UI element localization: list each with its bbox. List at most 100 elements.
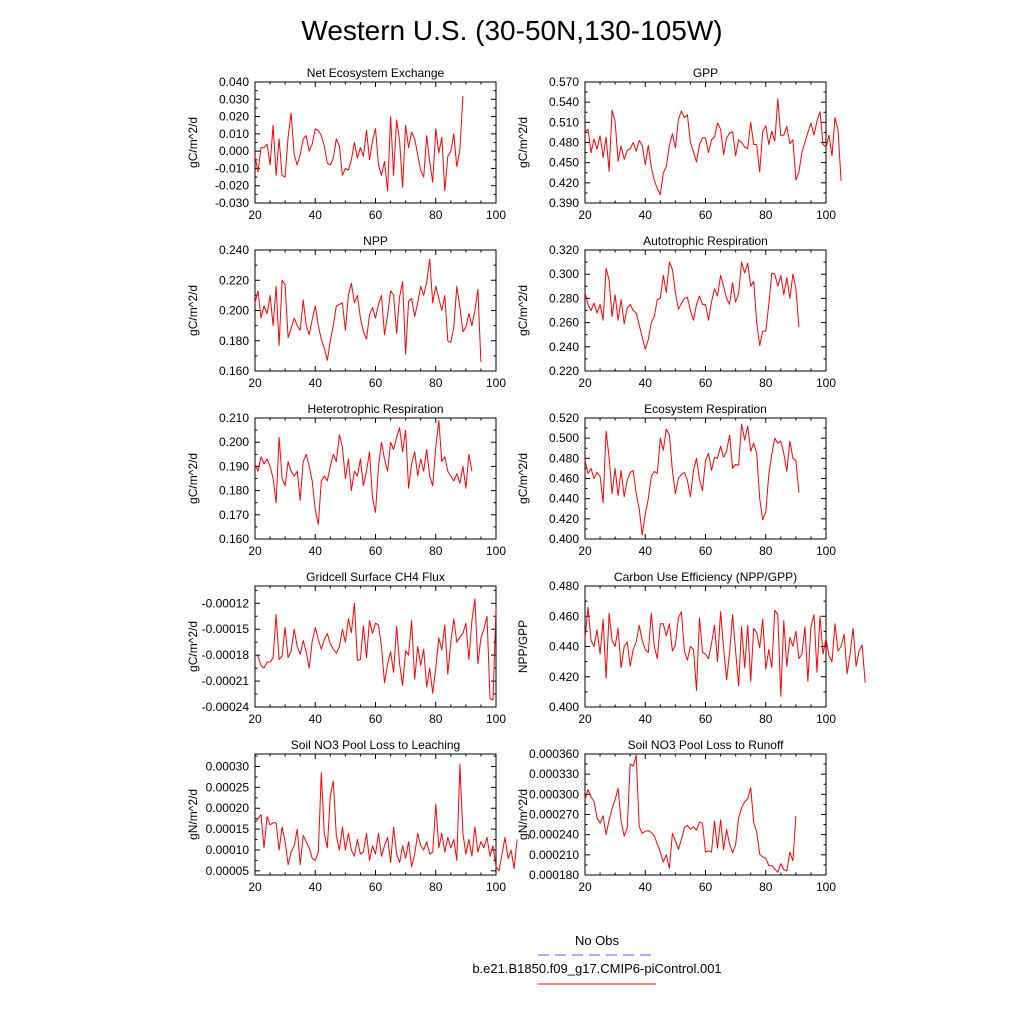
panel-gridcell-surface-ch4-flux: Gridcell Surface CH4 Flux gC/m^2/d 20 40 60 8… (186, 570, 506, 726)
series-line-autotrophic-respiration (584, 261, 800, 350)
y-tick-label: 0.220 (549, 364, 579, 378)
y-tick-label: 0.400 (549, 532, 579, 546)
panel-title: NPP (363, 234, 388, 248)
y-tick-label: 0.300 (549, 267, 579, 281)
series-line-carbon-use-efficiency-npp-gpp (584, 606, 866, 697)
y-tick-label: 0.400 (549, 700, 579, 714)
x-tick-label: 40 (309, 544, 323, 558)
x-tick-label: 40 (309, 880, 323, 894)
x-tick-label: 80 (429, 376, 443, 390)
x-tick-label: 60 (699, 208, 713, 222)
x-tick-label: 40 (639, 376, 653, 390)
x-tick-label: 20 (248, 880, 262, 894)
y-tick-label: 0.00010 (206, 843, 250, 857)
y-tick-label: 0.260 (549, 316, 579, 330)
panel-heterotrophic-respiration: Heterotrophic Respiration gC/m^2/d 20 40 60 8… (186, 402, 506, 558)
y-tick-label: 0.570 (549, 75, 579, 89)
y-tick-label: 0.420 (549, 176, 579, 190)
y-tick-label: 0.200 (219, 304, 249, 318)
panel-title: Soil NO3 Pool Loss to Leaching (291, 738, 460, 752)
panel-soil-no3-pool-loss-to-runoff: Soil NO3 Pool Loss to Runoff gN/m^2/d 20 40… (516, 738, 836, 894)
x-tick-label: 60 (699, 376, 713, 390)
y-tick-label: 0.500 (549, 431, 579, 445)
figure-title: Western U.S. (30-50N,130-105W) (301, 15, 722, 46)
x-tick-label: 80 (759, 376, 773, 390)
x-tick-label: 40 (309, 376, 323, 390)
y-tick-label: 0.480 (549, 136, 579, 150)
x-tick-label: 100 (486, 880, 506, 894)
y-tick-label: -0.00024 (202, 700, 250, 714)
plot-frame (584, 417, 827, 540)
y-tick-label: 0.200 (219, 435, 249, 449)
y-tick-label: 0.020 (219, 110, 249, 124)
y-tick-label: -0.00015 (202, 622, 250, 636)
y-tick-label: -0.00012 (202, 596, 250, 610)
y-tick-label: 0.040 (219, 75, 249, 89)
x-tick-label: 40 (639, 880, 653, 894)
x-tick-label: 100 (486, 376, 506, 390)
x-tick-label: 40 (639, 544, 653, 558)
y-tick-label: 0.010 (219, 127, 249, 141)
x-tick-label: 100 (486, 712, 506, 726)
series-line-npp (254, 258, 482, 362)
x-tick-label: 60 (369, 880, 383, 894)
series-line-heterotrophic-respiration (254, 419, 473, 525)
x-tick-label: 80 (429, 208, 443, 222)
y-tick-label: 0.00025 (206, 780, 250, 794)
series-line-gpp (584, 98, 842, 196)
y-axis-label: gC/m^2/d (186, 621, 200, 672)
x-tick-label: 20 (578, 712, 592, 726)
x-tick-label: 40 (309, 208, 323, 222)
y-tick-label: 0.170 (219, 508, 249, 522)
y-tick-label: 0.030 (219, 92, 249, 106)
panel-title: Autotrophic Respiration (643, 234, 768, 248)
y-axis-label: gC/m^2/d (516, 453, 530, 504)
y-tick-label: 0.460 (549, 472, 579, 486)
x-tick-label: 100 (816, 376, 836, 390)
panel-title: Net Ecosystem Exchange (307, 66, 445, 80)
x-tick-label: 20 (248, 376, 262, 390)
y-tick-label: 0.510 (549, 115, 579, 129)
x-tick-label: 80 (759, 208, 773, 222)
x-tick-label: 20 (578, 376, 592, 390)
x-tick-label: 60 (699, 544, 713, 558)
y-axis-label: gC/m^2/d (186, 117, 200, 168)
y-tick-label: 0.000330 (529, 767, 579, 781)
y-tick-label: 0.000360 (529, 747, 579, 761)
x-tick-label: 60 (699, 712, 713, 726)
x-tick-label: 80 (759, 712, 773, 726)
x-tick-label: 100 (816, 880, 836, 894)
panel-ecosystem-respiration: Ecosystem Respiration gC/m^2/d 20 40 60 80 100… (516, 402, 836, 558)
x-tick-label: 20 (248, 544, 262, 558)
plot-frame (584, 753, 827, 876)
y-tick-label: 0.460 (549, 609, 579, 623)
x-tick-label: 100 (486, 544, 506, 558)
y-tick-label: 0.480 (549, 451, 579, 465)
x-tick-label: 20 (248, 208, 262, 222)
y-tick-label: 0.540 (549, 95, 579, 109)
y-tick-label: 0.000300 (529, 787, 579, 801)
y-tick-label: 0.420 (549, 512, 579, 526)
x-tick-label: 20 (578, 880, 592, 894)
x-tick-label: 40 (639, 712, 653, 726)
y-tick-label: 0.210 (219, 411, 249, 425)
panel-carbon-use-efficiency-npp-gpp: Carbon Use Efficiency (NPP/GPP) NPP/GPP 20… (516, 570, 866, 726)
y-axis-label: gC/m^2/d (186, 453, 200, 504)
plot-frame (254, 585, 497, 708)
x-tick-label: 80 (429, 712, 443, 726)
y-axis-label: NPP/GPP (516, 620, 530, 673)
y-tick-label: 0.450 (549, 156, 579, 170)
panel-title: Soil NO3 Pool Loss to Runoff (628, 738, 785, 752)
panel-title: Gridcell Surface CH4 Flux (306, 570, 445, 584)
panel-soil-no3-pool-loss-to-leaching: Soil NO3 Pool Loss to Leaching gN/m^2/d 20… (186, 738, 518, 894)
legend-label-run: b.e21.B1850.f09_g17.CMIP6-piControl.001 (472, 961, 721, 976)
series-line-soil-no3-pool-loss-to-leaching (254, 763, 518, 872)
y-tick-label: 0.390 (549, 196, 579, 210)
panel-title: Heterotrophic Respiration (307, 402, 443, 416)
y-tick-label: 0.480 (549, 579, 579, 593)
y-tick-label: 0.000270 (529, 808, 579, 822)
y-tick-label: 0.000 (219, 144, 249, 158)
panel-gpp: GPP gC/m^2/d 20 40 60 80 100 0.390 0.420 0.450 0.4… (516, 66, 842, 222)
y-tick-label: 0.280 (549, 291, 579, 305)
x-tick-label: 60 (369, 376, 383, 390)
